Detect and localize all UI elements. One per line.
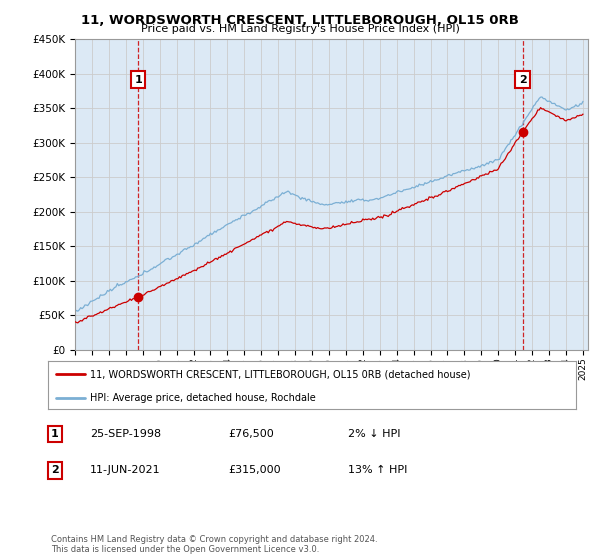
Text: HPI: Average price, detached house, Rochdale: HPI: Average price, detached house, Roch…	[90, 393, 316, 403]
Text: Price paid vs. HM Land Registry's House Price Index (HPI): Price paid vs. HM Land Registry's House …	[140, 24, 460, 34]
Text: 25-SEP-1998: 25-SEP-1998	[90, 429, 161, 439]
Text: £315,000: £315,000	[228, 465, 281, 475]
Text: 11, WORDSWORTH CRESCENT, LITTLEBOROUGH, OL15 0RB (detached house): 11, WORDSWORTH CRESCENT, LITTLEBOROUGH, …	[90, 369, 471, 379]
Text: 2% ↓ HPI: 2% ↓ HPI	[348, 429, 401, 439]
Text: 1: 1	[134, 74, 142, 85]
Text: 1: 1	[51, 429, 59, 439]
Text: 2: 2	[51, 465, 59, 475]
Text: 11-JUN-2021: 11-JUN-2021	[90, 465, 161, 475]
Text: Contains HM Land Registry data © Crown copyright and database right 2024.
This d: Contains HM Land Registry data © Crown c…	[51, 535, 377, 554]
Text: 13% ↑ HPI: 13% ↑ HPI	[348, 465, 407, 475]
Text: 2: 2	[519, 74, 527, 85]
Text: 11, WORDSWORTH CRESCENT, LITTLEBOROUGH, OL15 0RB: 11, WORDSWORTH CRESCENT, LITTLEBOROUGH, …	[81, 14, 519, 27]
Text: £76,500: £76,500	[228, 429, 274, 439]
